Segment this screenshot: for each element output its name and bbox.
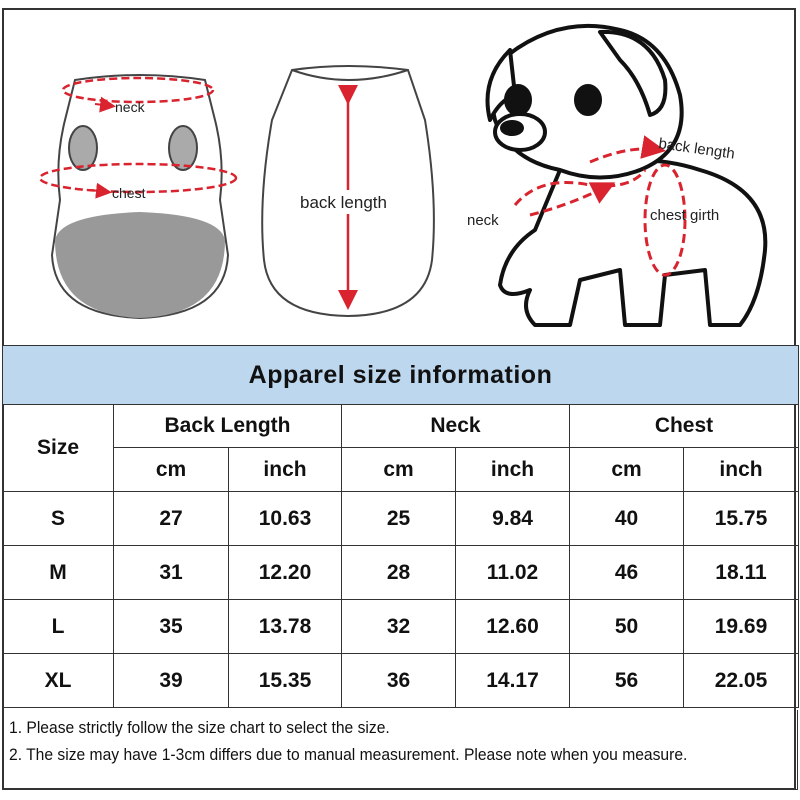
- table-row: M 31 12.20 28 11.02 46 18.11: [2, 545, 799, 600]
- value-cell: 28: [341, 545, 456, 600]
- garment-front-illustration: neck chest: [38, 74, 238, 320]
- note-item: 1. Please strictly follow the size chart…: [9, 718, 390, 737]
- table-row: XL 39 15.35 36 14.17 56 22.05: [2, 653, 799, 708]
- value-cell: 40: [569, 491, 684, 546]
- unit-header: cm: [569, 447, 684, 492]
- size-table: Apparel size information Size Back Lengt…: [2, 345, 799, 708]
- neck-header: Neck: [341, 404, 570, 448]
- value-cell: 39: [113, 653, 229, 708]
- back-length-header: Back Length: [113, 404, 342, 448]
- value-cell: 13.78: [228, 599, 342, 654]
- value-cell: 56: [569, 653, 684, 708]
- front-chest-label: chest: [112, 185, 146, 201]
- unit-header: inch: [228, 447, 342, 492]
- size-cell: S: [2, 491, 114, 546]
- size-column-header: Size: [2, 404, 114, 492]
- dog-neck-label: neck: [467, 212, 499, 229]
- garment-back-illustration: back length: [261, 65, 435, 318]
- dog-measurement-arrows: [513, 135, 687, 277]
- value-cell: 31: [113, 545, 229, 600]
- back-length-label: back length: [300, 193, 387, 212]
- value-cell: 22.05: [683, 653, 799, 708]
- unit-header: cm: [341, 447, 456, 492]
- notes-section: 1. Please strictly follow the size chart…: [2, 710, 798, 790]
- value-cell: 12.60: [455, 599, 570, 654]
- value-cell: 15.35: [228, 653, 342, 708]
- value-cell: 15.75: [683, 491, 799, 546]
- unit-header: inch: [455, 447, 570, 492]
- unit-header: inch: [683, 447, 799, 492]
- value-cell: 10.63: [228, 491, 342, 546]
- value-cell: 27: [113, 491, 229, 546]
- front-neck-label: neck: [115, 99, 146, 115]
- value-cell: 11.02: [455, 545, 570, 600]
- table-title: Apparel size information: [2, 345, 799, 405]
- value-cell: 19.69: [683, 599, 799, 654]
- size-cell: XL: [2, 653, 114, 708]
- dog-chest-girth-label: chest girth: [650, 207, 719, 224]
- value-cell: 50: [569, 599, 684, 654]
- value-cell: 36: [341, 653, 456, 708]
- table-row: L 35 13.78 32 12.60 50 19.69: [2, 599, 799, 654]
- value-cell: 35: [113, 599, 229, 654]
- note-item: 2. The size may have 1-3cm differs due t…: [9, 745, 688, 764]
- value-cell: 9.84: [455, 491, 570, 546]
- value-cell: 32: [341, 599, 456, 654]
- table-row: S 27 10.63 25 9.84 40 15.75: [2, 491, 799, 546]
- value-cell: 18.11: [683, 545, 799, 600]
- size-cell: L: [2, 599, 114, 654]
- value-cell: 46: [569, 545, 684, 600]
- value-cell: 25: [341, 491, 456, 546]
- measurement-illustrations: neck chest back length back length neck …: [38, 23, 768, 327]
- dog-back-length-label: back length: [657, 135, 735, 163]
- value-cell: 14.17: [455, 653, 570, 708]
- dog-illustration: [485, 23, 768, 327]
- unit-header: cm: [113, 447, 229, 492]
- value-cell: 12.20: [228, 545, 342, 600]
- chest-header: Chest: [569, 404, 799, 448]
- size-cell: M: [2, 545, 114, 600]
